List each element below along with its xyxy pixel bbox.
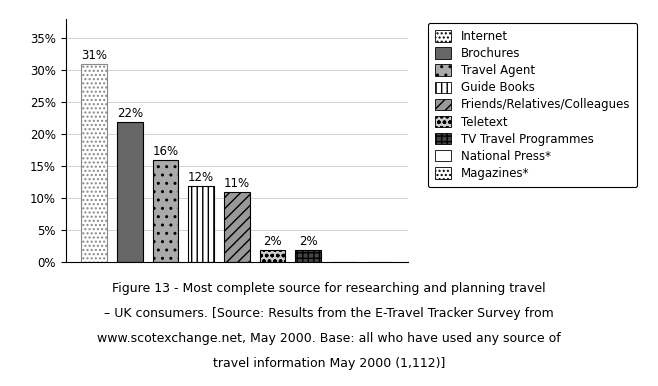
Text: 16%: 16% (153, 145, 178, 158)
Bar (82, 64, 107, 262)
Text: – UK consumers. [Source: Results from the E-Travel Tracker Survey from: – UK consumers. [Source: Results from th… (104, 307, 554, 320)
Text: www.scotexchange.net, May 2000. Base: all who have used any source of: www.scotexchange.net, May 2000. Base: al… (97, 332, 561, 345)
Bar (188, 186, 214, 262)
Text: 31%: 31% (81, 49, 107, 62)
Bar (224, 192, 250, 262)
Text: 12%: 12% (188, 171, 215, 184)
Text: travel information May 2000 (1,112)]: travel information May 2000 (1,112)] (213, 357, 445, 370)
Bar (117, 122, 143, 262)
Text: Figure 13 - Most complete source for researching and planning travel: Figure 13 - Most complete source for res… (112, 282, 546, 295)
Bar (153, 160, 178, 262)
Text: 2%: 2% (263, 235, 282, 248)
Text: 2%: 2% (299, 235, 318, 248)
Text: 11%: 11% (224, 177, 250, 190)
Bar (260, 250, 286, 262)
Legend: Internet, Brochures, Travel Agent, Guide Books, Friends/Relatives/Colleagues, Te: Internet, Brochures, Travel Agent, Guide… (428, 23, 637, 187)
Bar (295, 250, 321, 262)
Text: 22%: 22% (117, 107, 143, 120)
